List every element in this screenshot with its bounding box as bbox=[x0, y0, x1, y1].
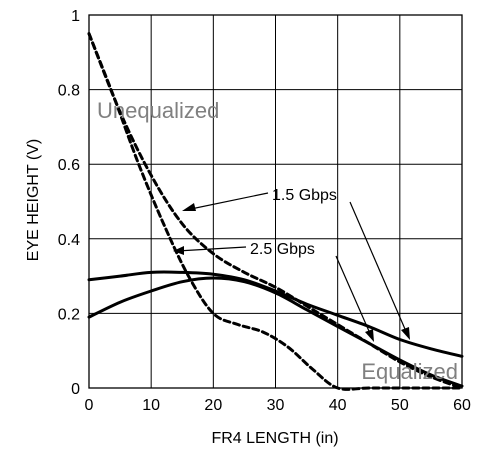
callout-label-2-5-gbps: 2.5 Gbps bbox=[250, 241, 315, 258]
y-tick-label: 0.4 bbox=[58, 232, 80, 249]
x-tick-label: 20 bbox=[204, 397, 222, 414]
series-line-unequalized-1-5gbps bbox=[87, 32, 464, 390]
y-axis-title: EYE HEIGHT (V) bbox=[25, 139, 42, 261]
x-axis-title: FR4 LENGTH (in) bbox=[211, 430, 338, 447]
leader-1-5-unequalized bbox=[185, 192, 269, 211]
y-tick-label: 0.6 bbox=[58, 157, 80, 174]
y-tick-label: 1 bbox=[71, 8, 80, 25]
x-tick-label: 60 bbox=[453, 397, 471, 414]
arrowhead-1-5-unequalized bbox=[182, 203, 196, 211]
x-tick-label: 50 bbox=[391, 397, 409, 414]
series-line-equalized-2-5gbps bbox=[87, 276, 464, 388]
callout-leaders bbox=[173, 192, 410, 342]
arrowhead-2-5-unequalized bbox=[173, 246, 184, 255]
x-tick-label: 40 bbox=[329, 397, 347, 414]
y-tick-label: 0.8 bbox=[58, 83, 80, 100]
callout-label-1-5-gbps: 1.5 Gbps bbox=[272, 187, 337, 204]
leader-2-5-unequalized bbox=[176, 246, 247, 252]
leader-2-5-equalized bbox=[335, 255, 373, 339]
x-tick-label: 10 bbox=[142, 397, 160, 414]
unequalized-label: Unequalized bbox=[97, 98, 219, 123]
tick-labels: 0 10 20 30 40 50 60 0 0.2 0.4 0.6 0.8 1 bbox=[58, 8, 471, 414]
arrowhead-1-5-equalized bbox=[401, 327, 410, 340]
x-tick-label: 30 bbox=[267, 397, 285, 414]
plot-frame bbox=[88, 14, 463, 389]
x-tick-label: 0 bbox=[85, 397, 94, 414]
series-line-equalized-1-5gbps bbox=[87, 270, 464, 358]
grid-lines bbox=[89, 15, 462, 388]
leader-1-5-equalized bbox=[349, 201, 409, 337]
arrowhead-2-5-equalized bbox=[365, 329, 374, 342]
y-tick-label: 0 bbox=[71, 381, 80, 398]
y-tick-label: 0.2 bbox=[58, 306, 80, 323]
equalized-label: Equalized bbox=[361, 359, 458, 384]
